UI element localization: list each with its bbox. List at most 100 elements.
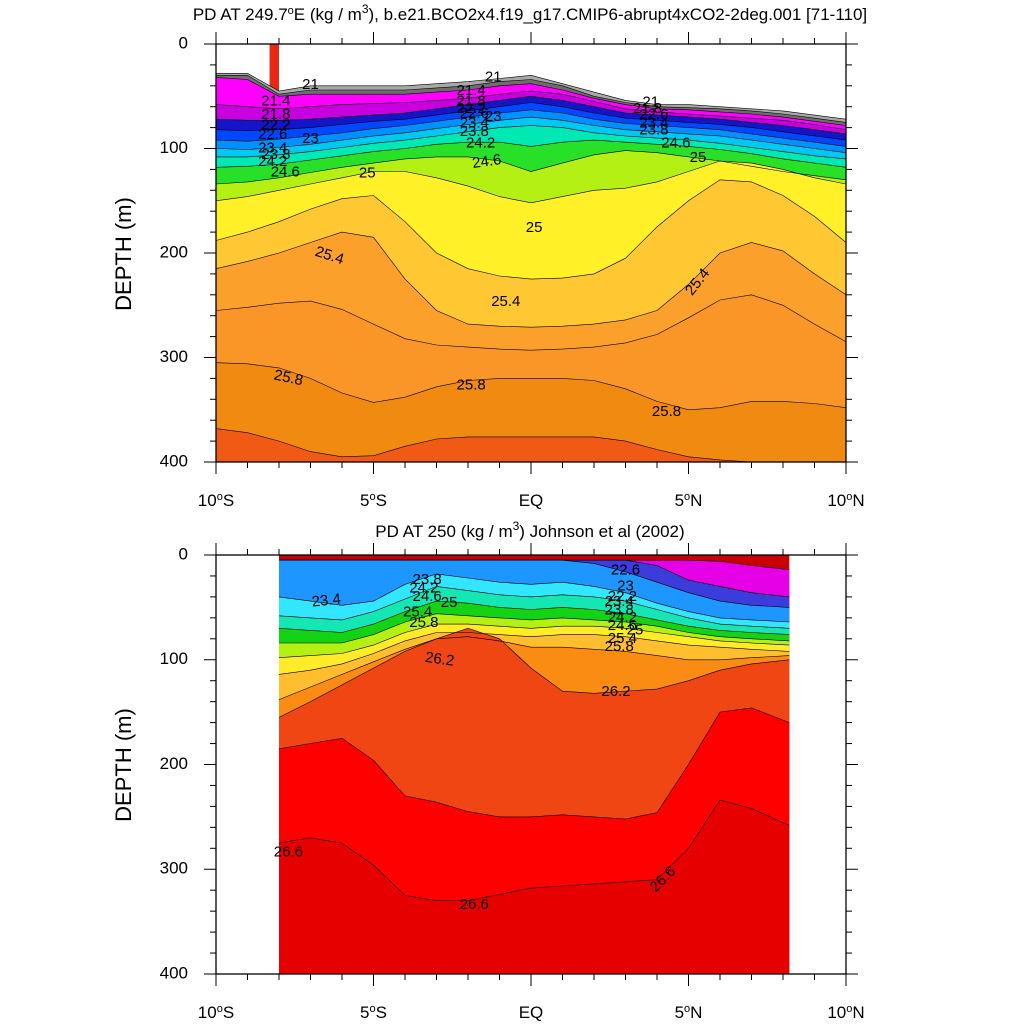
bottom-panel-title: PD AT 250 (kg / m3) Johnson et al (2002) — [375, 519, 684, 541]
density-band-22-2 — [216, 96, 846, 141]
x-tick-label: 10oN — [827, 491, 864, 510]
density-band-21-8 — [216, 91, 846, 134]
x-tick-label: 5oS — [360, 1003, 387, 1022]
y-tick-label: 400 — [160, 451, 188, 470]
y-tick-label: 200 — [160, 754, 188, 773]
contour-label: 22.6 — [258, 126, 287, 143]
contour-label: 24.2 — [258, 153, 287, 170]
y-tick-label: 100 — [160, 649, 188, 668]
top-panel-fills — [216, 44, 846, 462]
contour-line-21-4 — [215, 77, 847, 126]
contour-line-23-4 — [278, 573, 790, 623]
contour-label: 23.4 — [311, 591, 342, 611]
contour-label: 25 — [359, 165, 376, 182]
contour-line-26-4 — [278, 707, 790, 820]
density-band-25-4 — [216, 232, 846, 351]
contour-line-26-2 — [278, 627, 790, 718]
contour-label: 22.2 — [456, 100, 485, 117]
x-tick-label: 5oN — [675, 1003, 703, 1022]
contour-label: 25 — [627, 621, 644, 638]
y-tick-label: 300 — [160, 859, 188, 878]
y-tick-label: 100 — [160, 138, 188, 157]
x-tick-label: EQ — [519, 491, 544, 510]
contour-label: 21 — [642, 93, 659, 110]
contour-label: 25.8 — [409, 614, 438, 631]
x-tick-label: 5oS — [360, 491, 387, 510]
contour-label: 24.6 — [661, 134, 690, 151]
contour-line-23 — [279, 559, 790, 608]
contour-label: 25.8 — [605, 638, 634, 655]
contour-line-25-2 — [215, 179, 847, 280]
contour-label: 24.6 — [608, 617, 637, 634]
contour-label: 23.4 — [605, 593, 634, 610]
density-band-26-6 — [279, 800, 790, 974]
density-band-23 — [216, 109, 846, 153]
contour-label: 25.4 — [403, 604, 432, 621]
density-band-26-2 — [279, 628, 790, 819]
density-band-24-6 — [279, 613, 790, 658]
contour-label: 23.4 — [460, 114, 489, 131]
density-band-25 — [279, 624, 790, 675]
contour-label: 23 — [617, 577, 634, 594]
contour-label: 21.4 — [456, 82, 485, 99]
contour-label: 23.4 — [639, 114, 668, 131]
contour-line-25-6 — [215, 294, 847, 351]
contour-label: 24.6 — [471, 151, 502, 172]
x-tick-label: 10oN — [827, 1003, 864, 1022]
top-panel-contour-lines — [215, 73, 847, 463]
x-tick-label: 5oN — [675, 491, 703, 510]
contour-line-25-4 — [215, 231, 847, 328]
contour-label: 24.6 — [412, 588, 441, 605]
contour-label: 23 — [485, 108, 502, 125]
y-tick-label: 300 — [160, 347, 188, 366]
contour-label: 25.8 — [652, 403, 681, 420]
contour-line-23-8 — [278, 586, 790, 629]
contour-label: 21.8 — [456, 92, 485, 109]
contour-line-24-6 — [215, 150, 847, 185]
contour-label: 25.4 — [608, 630, 637, 647]
density-band-24-2 — [279, 601, 790, 643]
contour-label: 25.8 — [456, 377, 485, 394]
contour-label: 21 — [485, 68, 502, 85]
contour-line-25 — [278, 623, 790, 658]
contour-label: 26.6 — [274, 843, 303, 860]
contour-line-26-6 — [278, 799, 790, 902]
contour-line-25-4 — [278, 632, 790, 675]
top-panel-axes: 0 100 200 300 400 10oS 5oS EQ 5oN 10oN — [160, 32, 865, 510]
contour-label: 25 — [690, 149, 707, 166]
top-panel-y-axis-label: DEPTH (m) — [111, 197, 136, 311]
x-tick-label: 10oS — [198, 491, 234, 510]
contour-label: 23 — [302, 130, 319, 147]
density-band-25-4 — [279, 632, 790, 700]
contour-label: 21.4 — [261, 92, 290, 109]
x-tick-label: EQ — [519, 1003, 544, 1022]
contour-label: 21 — [302, 76, 319, 93]
contour-line-26 — [215, 428, 846, 463]
density-band-25-2 — [216, 179, 846, 328]
y-tick-label: 0 — [179, 544, 188, 563]
contour-label: 24.6 — [271, 163, 300, 180]
density-band-21-4 — [216, 77, 846, 130]
contour-label: 26.2 — [424, 649, 455, 670]
density-band-26-4 — [279, 707, 790, 901]
contour-line-25 — [215, 160, 847, 204]
y-tick-label: 400 — [160, 963, 188, 982]
bottom-panel-axes: 0 100 200 300 400 10oS 5oS EQ 5oN 10oN — [160, 543, 865, 1022]
bottom-panel-contour-lines — [278, 559, 790, 902]
contour-label: 23.8 — [261, 146, 290, 163]
contour-line-22-6 — [215, 102, 847, 141]
contour-label: 23.8 — [605, 601, 634, 618]
contour-line-24-2 — [215, 139, 847, 168]
contour-label: 26.2 — [601, 683, 630, 700]
contour-label: 22.2 — [608, 588, 637, 605]
contour-label: 24.2 — [608, 609, 637, 626]
contour-line-23-8 — [216, 125, 847, 160]
density-band-25-6 — [216, 294, 846, 410]
contour-line-22-2 — [215, 95, 847, 135]
contour-label: 23.8 — [639, 122, 668, 139]
contour-label: 23.8 — [412, 571, 441, 588]
contour-label: 22.6 — [611, 562, 640, 579]
contour-label: 23.4 — [258, 139, 287, 156]
